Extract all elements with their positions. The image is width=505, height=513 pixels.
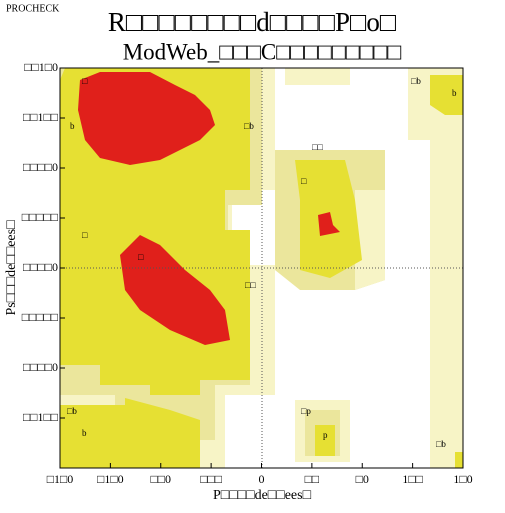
region-label: □ xyxy=(301,176,307,186)
x-tick-label: □1□0 xyxy=(97,472,124,486)
y-tick-label: □□□□□ xyxy=(22,310,58,324)
x-tick-label: □1□0 xyxy=(47,472,74,486)
y-tick-label: □□1□□ xyxy=(23,410,58,424)
x-tick-label: □□□ xyxy=(200,472,222,486)
x-tick-label: 1□0 xyxy=(453,472,472,486)
region-label: □ xyxy=(82,76,88,86)
x-tick-label: 0 xyxy=(259,472,265,486)
region-label: □b xyxy=(436,439,446,449)
region-label: □p xyxy=(301,406,311,416)
y-tick-label: □□□□0 xyxy=(23,360,58,374)
x-axis-label: P□□□□de□□ees□ xyxy=(213,488,312,503)
x-tick-label: 1□□ xyxy=(402,472,423,486)
y-tick-label: □□□□□ xyxy=(22,210,58,224)
x-tick-label: □□ xyxy=(305,472,320,486)
region-label: b xyxy=(452,88,457,98)
chart-subtitle: ModWeb_□□□C□□□□□□□□□ xyxy=(123,39,402,64)
region-label: □□ xyxy=(312,142,323,152)
chart-title: R□□□□□□□□d□□□□P□o□ xyxy=(108,7,397,37)
x-tick-label: □0 xyxy=(356,472,369,486)
header: PROCHECK xyxy=(6,3,60,14)
region-label: □ xyxy=(138,252,144,262)
region-label: □b xyxy=(411,76,421,86)
y-tick-label: □□□□0 xyxy=(23,260,58,274)
region-label: □ xyxy=(82,230,88,240)
region-label: □b xyxy=(244,121,254,131)
region-label: p xyxy=(323,430,328,440)
y-tick-label: □□1□□ xyxy=(23,110,58,124)
region-label: □□ xyxy=(245,280,256,290)
region-label: b xyxy=(82,428,87,438)
region-label: □b xyxy=(67,406,77,416)
region-label: b xyxy=(70,121,75,131)
x-tick-label: □□0 xyxy=(151,472,172,486)
y-tick-label: □□1□0 xyxy=(24,60,58,74)
y-axis-label: Ps□□□de□□ees□ xyxy=(4,220,19,316)
y-tick-label: □□□□0 xyxy=(23,160,58,174)
